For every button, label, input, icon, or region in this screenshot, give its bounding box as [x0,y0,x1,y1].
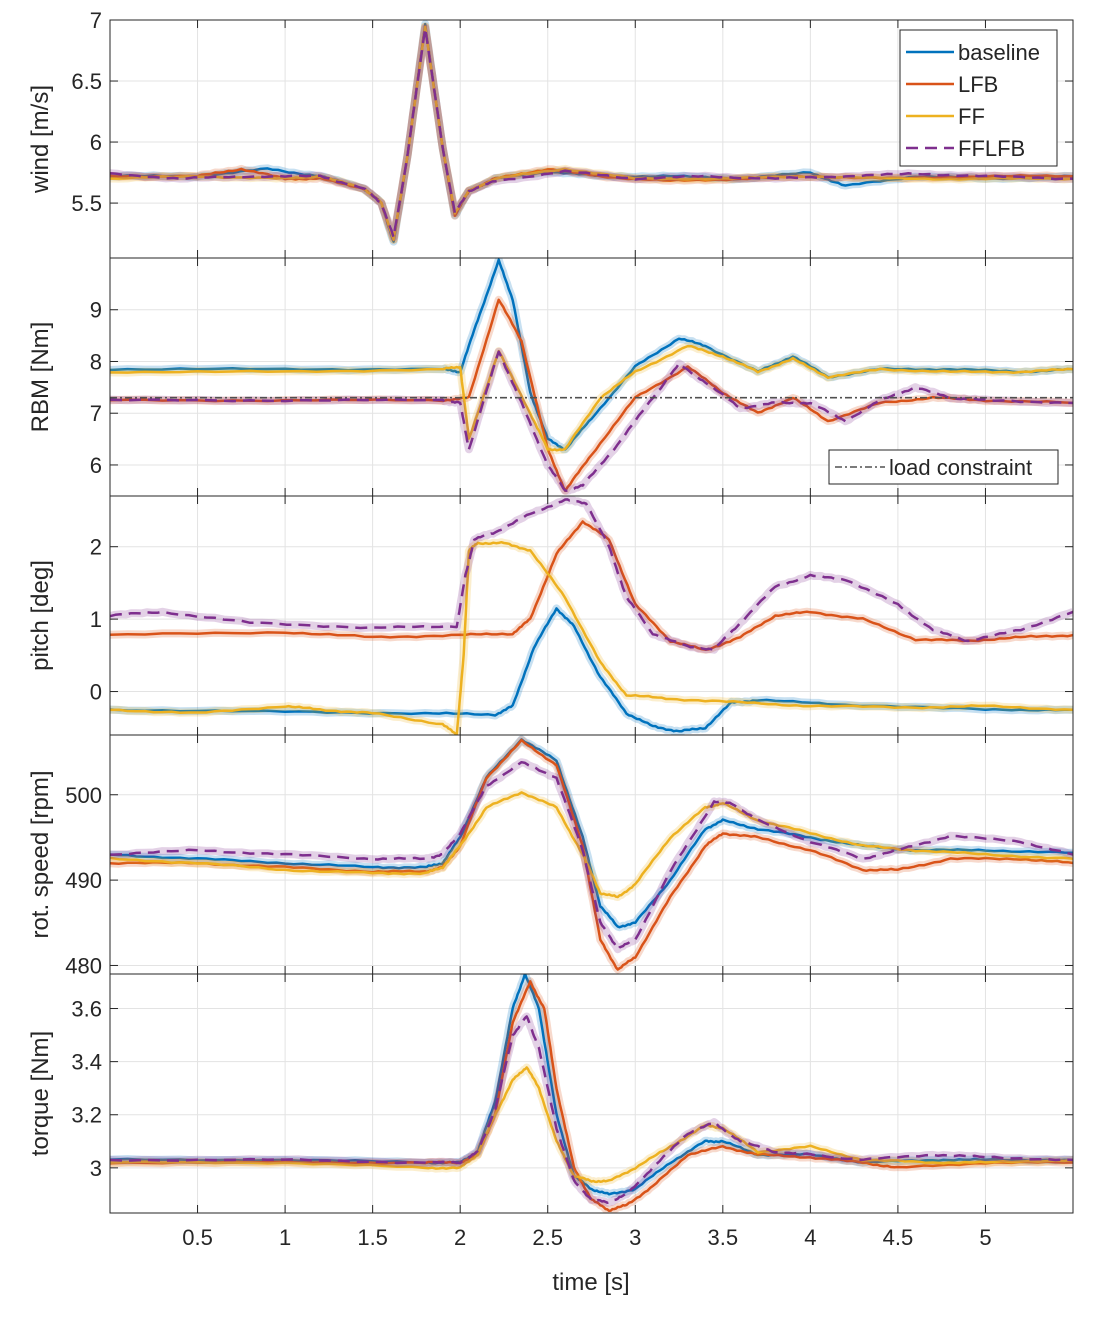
y-axis-label: pitch [deg] [27,560,54,671]
x-tick-label: 3 [629,1225,641,1250]
grid-lines [110,974,1073,1213]
y-tick-label: 6 [90,453,102,478]
y-tick-label: 5.5 [71,191,102,216]
x-tick-label: 4.5 [883,1225,914,1250]
y-tick-label: 2 [90,535,102,560]
subplot-stack: 5.5 6 6.5 7 wind [m/s] baseline LFB FF FFLFB 6 7 8 9… [27,8,1074,1250]
y-tick-label: 490 [65,868,102,893]
y-axis-label: rot. speed [rpm] [27,770,54,938]
x-tick-label: 1.5 [357,1225,388,1250]
y-axis-label: RBM [Nm] [27,322,54,433]
series-group [110,496,1073,735]
y-tick-label: 9 [90,298,102,323]
legend-label-ff: FF [958,104,985,129]
legend-label-baseline: baseline [958,40,1040,65]
subplot-5: 3 3.2 3.4 3.6 torque [Nm] 0.5 1 1.5 2 2.5 3 3.5 4 4.5… [27,973,1074,1250]
y-tick-label: 500 [65,783,102,808]
x-tick-label: 3.5 [708,1225,739,1250]
x-tick-label: 1 [279,1225,291,1250]
y-axis-label: wind [m/s] [27,85,54,194]
y-tick-label: 3.6 [71,997,102,1022]
y-tick-label: 6.5 [71,69,102,94]
subplot-2: 6 7 8 9 RBM [Nm] load constraint [27,257,1074,497]
x-tick-label: 5 [979,1225,991,1250]
y-tick-label: 1 [90,607,102,632]
series-group [110,974,1073,1213]
series-group [110,258,1073,495]
y-tick-label: 7 [90,8,102,33]
y-tick-label: 480 [65,953,102,978]
series-line-ff [110,1066,1073,1184]
series-line-fflfb [110,760,1073,951]
series-group [110,735,1073,974]
y-tick-label: 3 [90,1156,102,1181]
y-tick-label: 0 [90,680,102,705]
series-line-lfb [110,980,1073,1213]
legend-label-load-constraint: load constraint [889,455,1032,480]
series-line-fflfb [110,1015,1073,1205]
legend: baseline LFB FF FFLFB [899,29,1058,167]
series-line-fflfb [110,498,1073,651]
series-line-lfb [110,738,1073,971]
x-tick-label: 2 [454,1225,466,1250]
series-line-baseline [110,738,1073,929]
series-line-lfb [110,520,1073,651]
series-line-ff [110,791,1073,899]
x-tick-label: 0.5 [182,1225,213,1250]
y-axis-label: torque [Nm] [27,1031,54,1156]
x-tick-label: 4 [804,1225,816,1250]
axes-box [109,973,1074,1214]
x-axis-label: time [s] [552,1269,629,1296]
series-line-ff [110,344,1073,452]
y-tick-label: 3.2 [71,1103,102,1128]
series-line-baseline [110,607,1073,733]
y-tick-label: 7 [90,401,102,426]
x-tick-label: 2.5 [532,1225,563,1250]
series-line-ff [110,540,1073,735]
subplot-4: 480 490 500 rot. speed [rpm] [27,734,1074,978]
legend-label-lfb: LFB [958,72,998,97]
y-tick-label: 6 [90,130,102,155]
series-group [110,20,1073,246]
legend-label-fflfb: FFLFB [958,136,1025,161]
subplot-1: 5.5 6 6.5 7 wind [m/s] baseline LFB FF FFLFB [27,8,1074,259]
legend: load constraint [828,449,1059,485]
y-tick-label: 3.4 [71,1050,102,1075]
series-band-fflfb [110,24,1073,242]
y-tick-label: 8 [90,349,102,374]
